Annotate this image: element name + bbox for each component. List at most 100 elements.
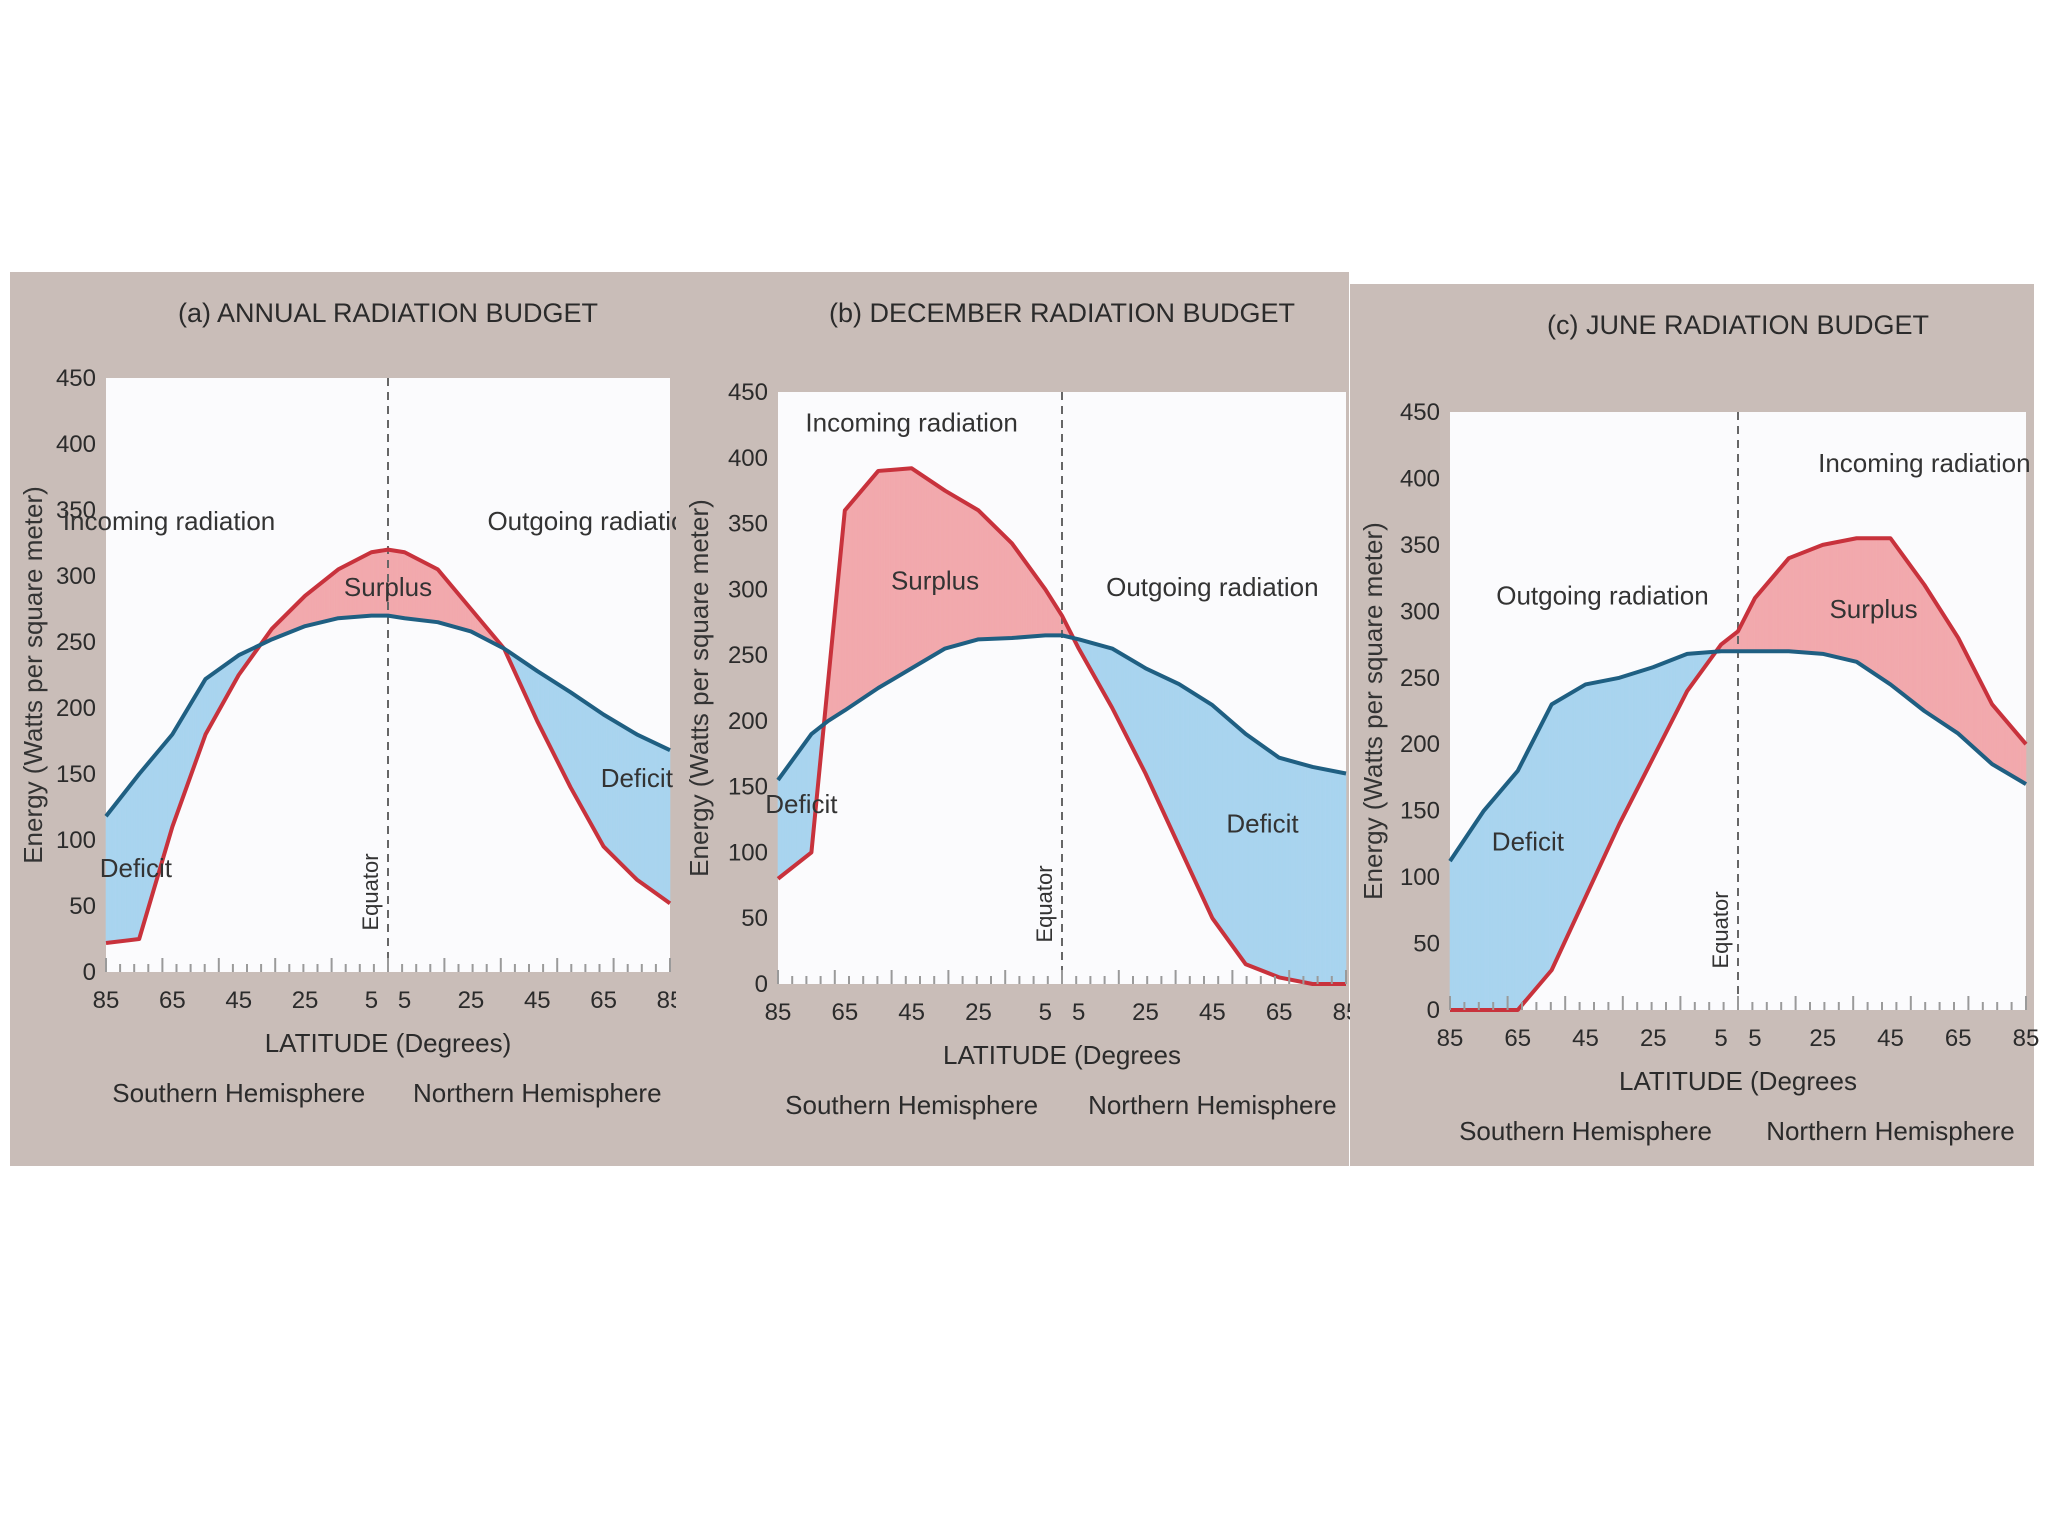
- y-tick-label: 450: [1400, 399, 1440, 426]
- x-tick-label: 65: [1266, 999, 1293, 1026]
- outgoing-radiation-line: [104, 613, 671, 818]
- equator-label: Equator: [1708, 891, 1733, 968]
- y-tick-label: 250: [56, 629, 96, 656]
- x-axis-label: LATITUDE (Degrees: [943, 1040, 1181, 1070]
- x-tick-label: 45: [225, 987, 252, 1014]
- y-tick-label: 300: [728, 576, 768, 603]
- radiation-chart-0: Equator (a) ANNUAL RADIATION BUDGET 0 50 100…: [10, 272, 700, 1166]
- x-tick-label: 5: [1748, 1025, 1761, 1052]
- outgoing-radiation-line: [776, 633, 1347, 782]
- y-tick-label: 350: [728, 511, 768, 538]
- chart-annotation: Deficit: [601, 763, 674, 793]
- x-tick-label: 65: [1945, 1025, 1972, 1052]
- x-tick-label: 65: [159, 987, 186, 1014]
- chart-annotation: Outgoing radiation: [1106, 572, 1318, 602]
- y-tick-label: 200: [1400, 731, 1440, 758]
- chart-annotation: Incoming radiation: [805, 407, 1017, 437]
- x-tick-label: 65: [1504, 1025, 1531, 1052]
- chart-annotation: Outgoing radiation: [487, 506, 699, 536]
- y-tick-label: 0: [83, 959, 96, 986]
- y-tick-label: 350: [1400, 532, 1440, 559]
- x-tick-label: 45: [898, 999, 925, 1026]
- southern-hemisphere-label: Southern Hemisphere: [785, 1090, 1038, 1120]
- y-tick-label: 0: [1427, 997, 1440, 1024]
- y-tick-label: 400: [728, 445, 768, 472]
- y-tick-label: 400: [56, 431, 96, 458]
- x-tick-label: 25: [1809, 1025, 1836, 1052]
- x-tick-label: 85: [93, 987, 120, 1014]
- southern-hemisphere-label: Southern Hemisphere: [1459, 1116, 1712, 1146]
- y-tick-label: 150: [1400, 798, 1440, 825]
- x-tick-label: 85: [2013, 1025, 2040, 1052]
- x-tick-label: 25: [292, 987, 319, 1014]
- chart-annotation: Incoming radiation: [63, 506, 275, 536]
- y-tick-label: 400: [1400, 465, 1440, 492]
- y-tick-label: 50: [741, 905, 768, 932]
- chart-annotation: Surplus: [1829, 594, 1917, 624]
- x-tick-label: 85: [765, 999, 792, 1026]
- y-tick-label: 150: [56, 761, 96, 788]
- y-tick-label: 100: [56, 827, 96, 854]
- incoming-radiation-line: [1450, 536, 2028, 1012]
- y-tick-label: 250: [1400, 665, 1440, 692]
- northern-hemisphere-label: Northern Hemisphere: [1766, 1116, 2015, 1146]
- chart-annotation: Surplus: [891, 565, 979, 595]
- x-tick-label: 85: [1437, 1025, 1464, 1052]
- chart-title: (a) ANNUAL RADIATION BUDGET: [178, 298, 598, 328]
- northern-hemisphere-label: Northern Hemisphere: [1088, 1090, 1337, 1120]
- surplus-fill: [2024, 741, 2027, 785]
- y-tick-label: 450: [56, 365, 96, 392]
- chart-title: (c) JUNE RADIATION BUDGET: [1547, 310, 1929, 340]
- y-axis-label: Energy (Watts per square meter): [684, 499, 714, 877]
- chart-annotation: Deficit: [100, 853, 173, 883]
- x-tick-label: 5: [365, 987, 378, 1014]
- chart-annotation: Deficit: [1492, 827, 1565, 857]
- x-tick-label: 25: [965, 999, 992, 1026]
- incoming-radiation-line: [105, 547, 672, 945]
- x-tick-label: 65: [831, 999, 858, 1026]
- northern-hemisphere-label: Northern Hemisphere: [413, 1078, 662, 1108]
- radiation-chart-1: Equator (b) DECEMBER RADIATION BUDGET 0 50 1…: [676, 272, 1359, 1166]
- x-tick-label: 45: [1199, 999, 1226, 1026]
- y-tick-label: 150: [728, 774, 768, 801]
- x-tick-label: 45: [1572, 1025, 1599, 1052]
- x-axis-label: LATITUDE (Degrees): [265, 1028, 512, 1058]
- x-tick-label: 65: [590, 987, 617, 1014]
- y-tick-label: 300: [1400, 598, 1440, 625]
- chart-annotation: Surplus: [344, 572, 432, 602]
- chart-title: (b) DECEMBER RADIATION BUDGET: [829, 298, 1295, 328]
- y-axis-label: Energy (Watts per square meter): [18, 486, 48, 864]
- x-tick-label: 5: [1072, 999, 1085, 1026]
- chart-annotation: Deficit: [765, 789, 838, 819]
- x-tick-label: 25: [1132, 999, 1159, 1026]
- x-tick-label: 25: [458, 987, 485, 1014]
- x-tick-label: 5: [398, 987, 411, 1014]
- y-tick-label: 250: [728, 642, 768, 669]
- y-tick-label: 50: [69, 893, 96, 920]
- southern-hemisphere-label: Southern Hemisphere: [112, 1078, 365, 1108]
- radiation-chart-2: Equator (c) JUNE RADIATION BUDGET 0 50 100 15…: [1350, 284, 2039, 1166]
- x-tick-label: 45: [524, 987, 551, 1014]
- x-axis-label: LATITUDE (Degrees: [1619, 1066, 1857, 1096]
- y-tick-label: 200: [56, 695, 96, 722]
- chart-annotation: Deficit: [1226, 809, 1299, 839]
- x-tick-label: 5: [1714, 1025, 1727, 1052]
- y-tick-label: 100: [1400, 864, 1440, 891]
- y-tick-label: 200: [728, 708, 768, 735]
- x-tick-label: 25: [1640, 1025, 1667, 1052]
- x-tick-label: 45: [1877, 1025, 1904, 1052]
- equator-label: Equator: [358, 853, 383, 930]
- x-tick-label: 5: [1039, 999, 1052, 1026]
- y-tick-label: 350: [56, 497, 96, 524]
- y-tick-label: 0: [755, 971, 768, 998]
- deficit-fill: [1344, 772, 1347, 985]
- y-tick-label: 50: [1413, 931, 1440, 958]
- chart-annotation: Incoming radiation: [1818, 448, 2030, 478]
- y-tick-label: 100: [728, 839, 768, 866]
- y-tick-label: 450: [728, 379, 768, 406]
- outgoing-radiation-line: [1448, 649, 2028, 863]
- chart-annotation: Outgoing radiation: [1496, 581, 1708, 611]
- equator-label: Equator: [1032, 865, 1057, 942]
- y-tick-label: 300: [56, 563, 96, 590]
